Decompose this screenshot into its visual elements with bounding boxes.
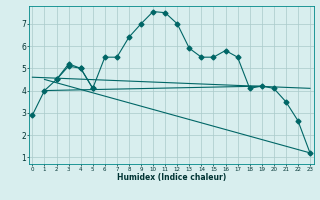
X-axis label: Humidex (Indice chaleur): Humidex (Indice chaleur)	[116, 173, 226, 182]
